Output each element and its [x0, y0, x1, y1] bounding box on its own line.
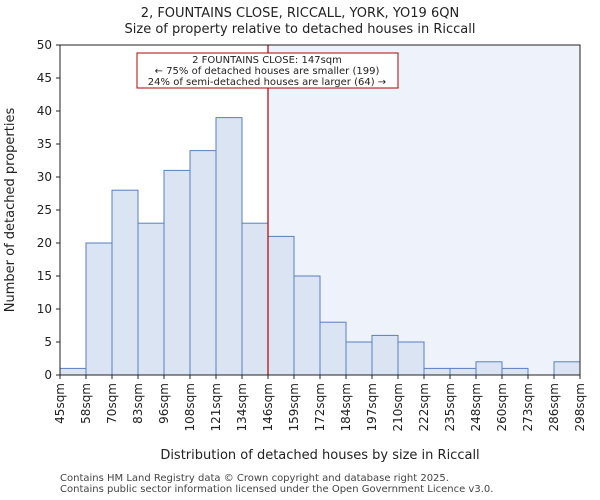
y-tick-label: 10: [37, 302, 52, 316]
axes: 0 5 10 15 20 25 30 35 40 45 50 45sqm 58sqm 70sqm 83sqm…: [37, 38, 587, 431]
bar-58sqm: [85, 242, 113, 376]
y-tick-label: 5: [44, 335, 52, 349]
chart-title: 2, FOUNTAINS CLOSE, RICCALL, YORK, YO19 …: [141, 6, 459, 21]
x-tick-label: 210sqm: [391, 383, 405, 431]
bar-286sqm: [553, 361, 581, 376]
x-tick-label: 96sqm: [157, 383, 171, 424]
bar-172sqm: [319, 321, 347, 376]
bar-108sqm: [189, 150, 217, 376]
bar-260sqm: [501, 367, 529, 376]
bar-96sqm: [163, 169, 191, 376]
bar-222sqm: [423, 367, 451, 376]
y-tick-label: 45: [37, 71, 52, 85]
bar-83sqm: [137, 222, 165, 376]
annotation-line-1: 2 FOUNTAINS CLOSE: 147sqm: [192, 55, 342, 66]
x-tick-label: 197sqm: [365, 383, 379, 431]
y-axis-label: Number of detached properties: [3, 108, 18, 313]
x-tick-label: 121sqm: [209, 383, 223, 431]
bar-210sqm: [397, 341, 425, 376]
x-axis-label: Distribution of detached houses by size …: [160, 448, 479, 463]
y-tick-label: 40: [37, 104, 52, 118]
y-tick-label: 15: [37, 269, 52, 283]
x-tick-label: 235sqm: [443, 383, 457, 431]
y-tick-label: 25: [37, 203, 52, 217]
bar-134sqm: [241, 222, 269, 376]
bar-197sqm: [371, 334, 399, 376]
y-tick-label: 50: [37, 38, 52, 52]
x-tick-label: 298sqm: [573, 383, 587, 431]
x-tick-label: 58sqm: [79, 383, 93, 424]
x-tick-label: 45sqm: [53, 383, 67, 424]
x-tick-label: 108sqm: [183, 383, 197, 431]
x-tick-label: 273sqm: [521, 383, 535, 431]
bar-159sqm: [293, 275, 321, 376]
x-tick-label: 172sqm: [313, 383, 327, 431]
bar-146sqm: [267, 235, 295, 376]
chart-subtitle: Size of property relative to detached ho…: [125, 22, 476, 37]
annotation: 2 FOUNTAINS CLOSE: 147sqm ← 75% of detac…: [136, 52, 399, 89]
x-tick-label: 134sqm: [235, 383, 249, 431]
annotation-line-2: ← 75% of detached houses are smaller (19…: [155, 66, 380, 77]
bar-70sqm: [111, 189, 139, 376]
x-tick-label: 70sqm: [105, 383, 119, 424]
x-tick-label: 159sqm: [287, 383, 301, 431]
bar-45sqm: [59, 367, 87, 376]
bars: [59, 117, 581, 376]
x-tick-label: 184sqm: [339, 383, 353, 431]
y-tick-label: 0: [44, 368, 52, 382]
y-tick-label: 30: [37, 170, 52, 184]
y-tick-label: 20: [37, 236, 52, 250]
footer-line-1: Contains HM Land Registry data © Crown c…: [60, 473, 449, 484]
y-tick-label: 35: [37, 137, 52, 151]
bar-248sqm: [475, 361, 503, 376]
x-tick-label: 146sqm: [261, 383, 275, 431]
footer-line-2: Contains public sector information licen…: [60, 484, 494, 495]
x-tick-label: 286sqm: [547, 383, 561, 431]
annotation-line-3: 24% of semi-detached houses are larger (…: [148, 77, 386, 88]
x-tick-label: 248sqm: [469, 383, 483, 431]
annotation-box: [136, 52, 399, 89]
bar-184sqm: [345, 341, 373, 376]
bar-121sqm: [215, 117, 243, 376]
bar-235sqm: [449, 367, 477, 376]
x-tick-label: 260sqm: [495, 383, 509, 431]
x-tick-label: 222sqm: [417, 383, 431, 431]
x-tick-label: 83sqm: [131, 383, 145, 424]
